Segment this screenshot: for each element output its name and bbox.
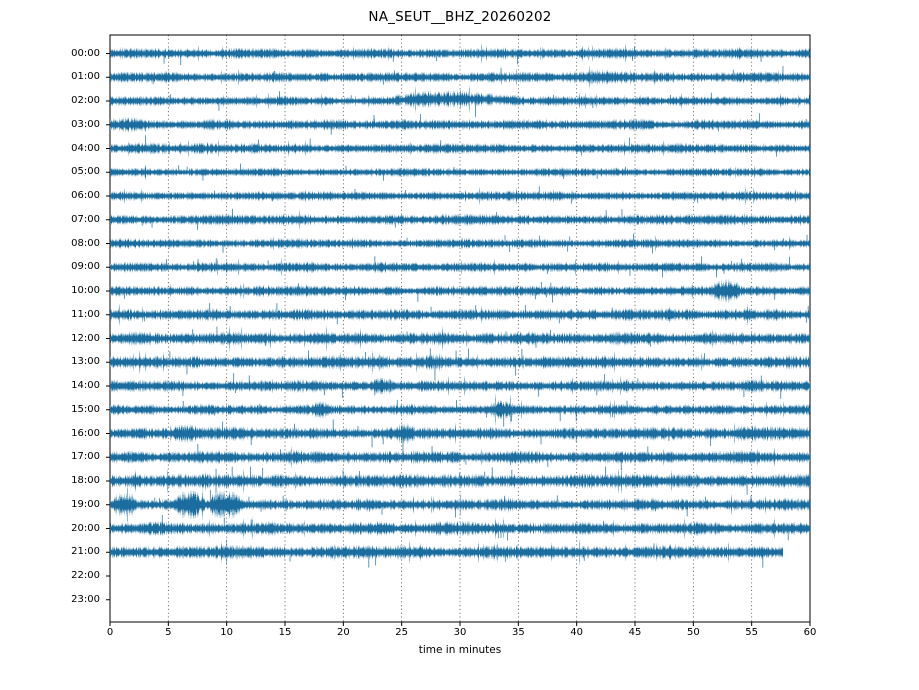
y-tick-label-1600: 16:00 xyxy=(71,427,100,439)
x-tick-label-30: 30 xyxy=(453,627,467,638)
y-tick-label-2000: 20:00 xyxy=(71,522,100,534)
y-tick-label-1500: 15:00 xyxy=(71,403,100,415)
x-tick-label-45: 45 xyxy=(628,627,642,638)
y-tick-label-0000: 00:00 xyxy=(71,47,100,59)
x-tick-label-20: 20 xyxy=(336,627,350,638)
x-axis-label: time in minutes xyxy=(418,644,502,656)
x-tick-label-0: 0 xyxy=(106,627,114,638)
x-tick-label-60: 60 xyxy=(803,627,817,638)
y-tick-label-1900: 19:00 xyxy=(71,498,100,510)
x-tick-label-25: 25 xyxy=(395,627,409,638)
x-tick-label-35: 35 xyxy=(511,627,525,638)
y-tick-label-0700: 07:00 xyxy=(71,213,100,225)
x-tick-label-10: 10 xyxy=(220,627,234,638)
y-tick-label-0900: 09:00 xyxy=(71,261,100,273)
y-tick-label-1200: 12:00 xyxy=(71,332,100,344)
y-tick-label-0500: 05:00 xyxy=(71,166,100,178)
y-tick-label-1400: 14:00 xyxy=(71,380,100,391)
x-tick-label-55: 55 xyxy=(745,627,759,638)
y-tick-label-0800: 08:00 xyxy=(71,237,100,249)
y-tick-label-2200: 22:00 xyxy=(71,570,100,581)
y-tick-label-2100: 21:00 xyxy=(71,546,100,558)
x-tick-label-50: 50 xyxy=(686,627,700,638)
y-tick-label-0400: 04:00 xyxy=(71,142,100,154)
chart-title: NA_SEUT__BHZ_20260202 xyxy=(368,9,552,25)
y-tick-label-0600: 06:00 xyxy=(71,190,100,201)
y-tick-label-0200: 02:00 xyxy=(71,95,100,106)
x-tick-label-40: 40 xyxy=(570,627,584,638)
y-tick-label-0100: 01:00 xyxy=(71,71,100,83)
y-tick-label-1800: 18:00 xyxy=(71,475,100,486)
y-tick-label-1700: 17:00 xyxy=(71,451,100,463)
y-tick-label-0300: 03:00 xyxy=(71,118,100,130)
y-tick-label-1000: 10:00 xyxy=(71,285,100,296)
y-tick-label-1300: 13:00 xyxy=(71,356,100,368)
y-tick-label-2300: 23:00 xyxy=(71,593,100,605)
x-tick-label-5: 5 xyxy=(165,627,172,638)
y-tick-label-1100: 11:00 xyxy=(71,308,100,320)
x-tick-label-15: 15 xyxy=(278,627,292,638)
